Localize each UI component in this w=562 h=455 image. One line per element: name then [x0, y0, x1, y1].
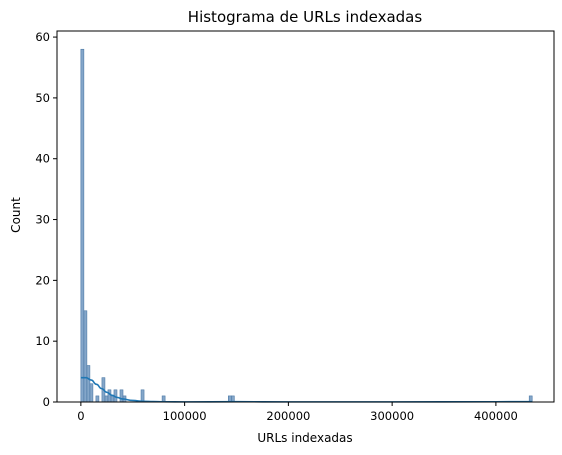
histogram-bar: [110, 395, 115, 403]
x-tick-label: 0: [77, 409, 84, 423]
x-axis-ticks: 0 100000 200000 300000 400000: [77, 402, 518, 423]
y-tick-label: 10: [35, 334, 50, 348]
x-tick-label: 400000: [474, 409, 518, 423]
histogram-bar: [119, 389, 124, 403]
histogram-bar: [107, 389, 112, 403]
histogram-bar: [80, 48, 85, 403]
histogram-bar: [89, 383, 94, 403]
chart-title: Histograma de URLs indexadas: [188, 8, 423, 26]
histogram-bar: [104, 395, 109, 403]
histogram-bar: [140, 389, 145, 403]
y-tick-label: 20: [35, 273, 50, 287]
y-tick-label: 60: [35, 30, 50, 44]
histogram-bar: [83, 310, 88, 403]
y-tick-label: 30: [35, 213, 50, 227]
histogram-bar: [86, 365, 91, 403]
x-tick-label: 100000: [163, 409, 207, 423]
x-tick-label: 300000: [370, 409, 414, 423]
x-axis-label: URLs indexadas: [257, 431, 352, 445]
y-tick-label: 50: [35, 91, 50, 105]
x-tick-label: 200000: [266, 409, 310, 423]
y-axis-label: Count: [9, 197, 23, 233]
kde-curve: [80, 376, 533, 403]
y-axis-ticks: 0 10 20 30 40 50 60: [35, 30, 57, 409]
histogram-bar: [95, 395, 100, 403]
histogram-bars: [80, 48, 533, 403]
y-tick-label: 0: [43, 395, 50, 409]
plot-frame: [56, 30, 555, 403]
y-tick-label: 40: [35, 152, 50, 166]
